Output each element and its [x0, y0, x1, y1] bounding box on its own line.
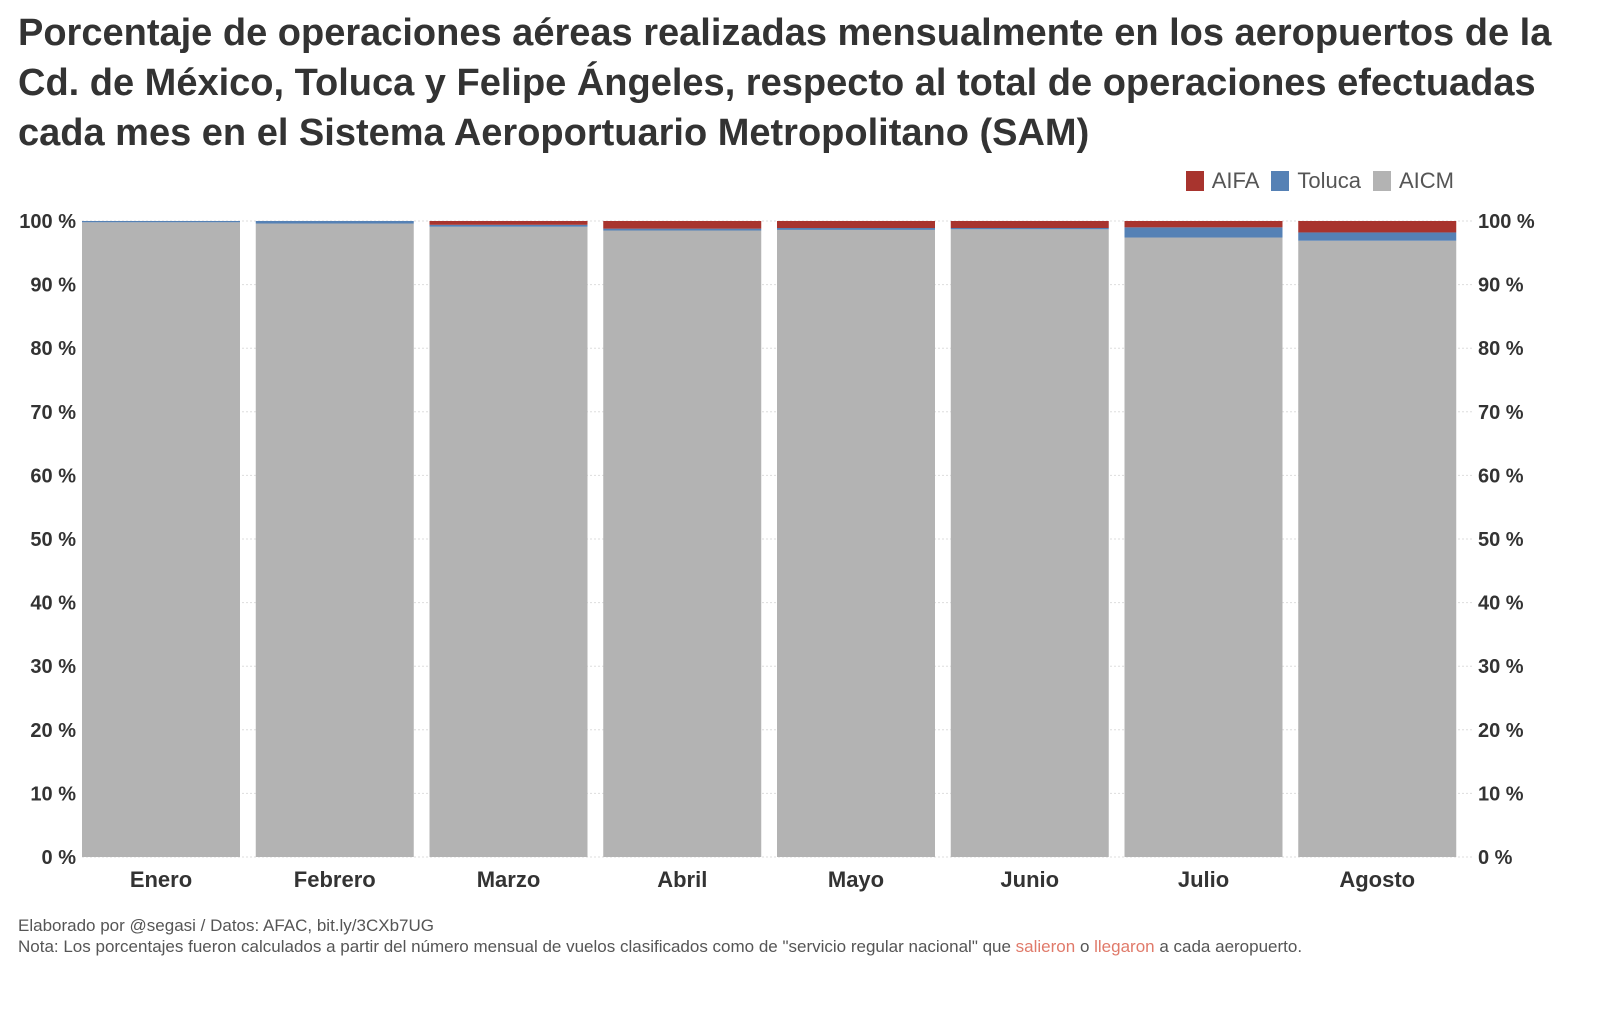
bar-segment-aicm — [603, 230, 762, 858]
y-tick-label-left: 30 % — [30, 656, 76, 678]
x-tick-label: Enero — [130, 867, 192, 892]
link-llegaron[interactable]: llegaron — [1094, 937, 1155, 956]
bar-segment-toluca — [429, 224, 588, 227]
bar-segment-toluca — [1124, 227, 1283, 238]
legend-item-aicm: AICM — [1373, 168, 1454, 194]
y-tick-label-left: 0 % — [42, 847, 77, 869]
bar-segment-toluca — [950, 227, 1109, 230]
link-salieron[interactable]: salieron — [1015, 937, 1076, 956]
bar-segment-aifa — [950, 221, 1109, 228]
x-tick-label: Mayo — [828, 867, 884, 892]
bar-segment-aicm — [1124, 237, 1283, 857]
bar-segment-aifa — [1124, 221, 1283, 228]
y-tick-label-left: 100 % — [19, 211, 76, 233]
bar-segment-toluca — [82, 221, 240, 223]
y-tick-label-right: 40 % — [1478, 593, 1524, 615]
bar-segment-toluca — [1298, 232, 1457, 241]
y-tick-label-right: 70 % — [1478, 402, 1524, 424]
y-tick-label-right: 0 % — [1478, 847, 1513, 869]
y-tick-label-right: 10 % — [1478, 783, 1524, 805]
y-tick-label-left: 40 % — [30, 593, 76, 615]
y-tick-label-right: 80 % — [1478, 338, 1524, 360]
chart-title: Porcentaje de operaciones aéreas realiza… — [18, 12, 1552, 154]
x-tick-label: Junio — [1000, 867, 1059, 892]
footer: Elaborado por @segasi / Datos: AFAC, bit… — [18, 915, 1302, 957]
bar-segment-aifa — [429, 221, 588, 225]
note-mid: o — [1075, 937, 1095, 956]
legend-label: AICM — [1399, 168, 1454, 193]
y-tick-label-left: 60 % — [30, 465, 76, 487]
legend-item-toluca: Toluca — [1271, 168, 1361, 194]
y-tick-label-right: 50 % — [1478, 529, 1524, 551]
bar-segment-aicm — [950, 229, 1109, 857]
legend-label: Toluca — [1297, 168, 1361, 193]
bar-segment-aicm — [777, 229, 935, 857]
legend: AIFA Toluca AICM — [1185, 168, 1454, 194]
legend-swatch-aicm — [1373, 171, 1391, 191]
x-tick-label: Julio — [1178, 867, 1229, 892]
x-tick-label: Agosto — [1339, 867, 1415, 892]
bar-segment-aicm — [255, 223, 414, 857]
bar-segment-aicm — [1298, 240, 1457, 857]
note-post: a cada aeropuerto. — [1154, 937, 1303, 956]
y-tick-label-left: 50 % — [30, 529, 76, 551]
y-tick-label-right: 100 % — [1478, 211, 1535, 233]
bar-segment-aicm — [429, 226, 588, 857]
credit-text: Elaborado por @segasi / Datos: AFAC, bit… — [18, 916, 435, 935]
legend-swatch-aifa — [1185, 171, 1204, 191]
bar-segment-toluca — [255, 221, 414, 224]
legend-item-aifa: AIFA — [1185, 168, 1260, 194]
legend-swatch-toluca — [1271, 171, 1290, 191]
stacked-bar-chart: 0 % 0 % 10 % 10 % 20 % 20 % 30 % 30 % 40 % 40 % 50… — [19, 211, 1535, 892]
y-tick-label-left: 90 % — [30, 275, 76, 297]
note-pre: Nota: Los porcentajes fueron calculados … — [18, 937, 1016, 956]
bar-segment-aicm — [82, 222, 240, 858]
note-text: Nota: Los porcentajes fueron calculados … — [18, 936, 1302, 957]
bar-segment-aifa — [603, 221, 762, 229]
y-tick-label-right: 60 % — [1478, 465, 1524, 487]
bar-segment-aifa — [1298, 221, 1457, 233]
y-tick-label-left: 20 % — [30, 720, 76, 742]
x-tick-label: Marzo — [477, 867, 541, 892]
bar-segment-aifa — [777, 221, 935, 228]
bar-segment-toluca — [777, 227, 935, 230]
x-tick-label: Abril — [657, 867, 707, 892]
x-tick-label: Febrero — [294, 867, 376, 892]
y-tick-label-left: 10 % — [30, 783, 76, 805]
y-tick-label-right: 90 % — [1478, 275, 1524, 297]
y-tick-label-right: 20 % — [1478, 720, 1524, 742]
bar-segment-toluca — [603, 228, 762, 231]
y-tick-label-left: 80 % — [30, 338, 76, 360]
y-tick-label-left: 70 % — [30, 402, 76, 424]
legend-label: AIFA — [1211, 168, 1260, 193]
y-tick-label-right: 30 % — [1478, 656, 1524, 678]
